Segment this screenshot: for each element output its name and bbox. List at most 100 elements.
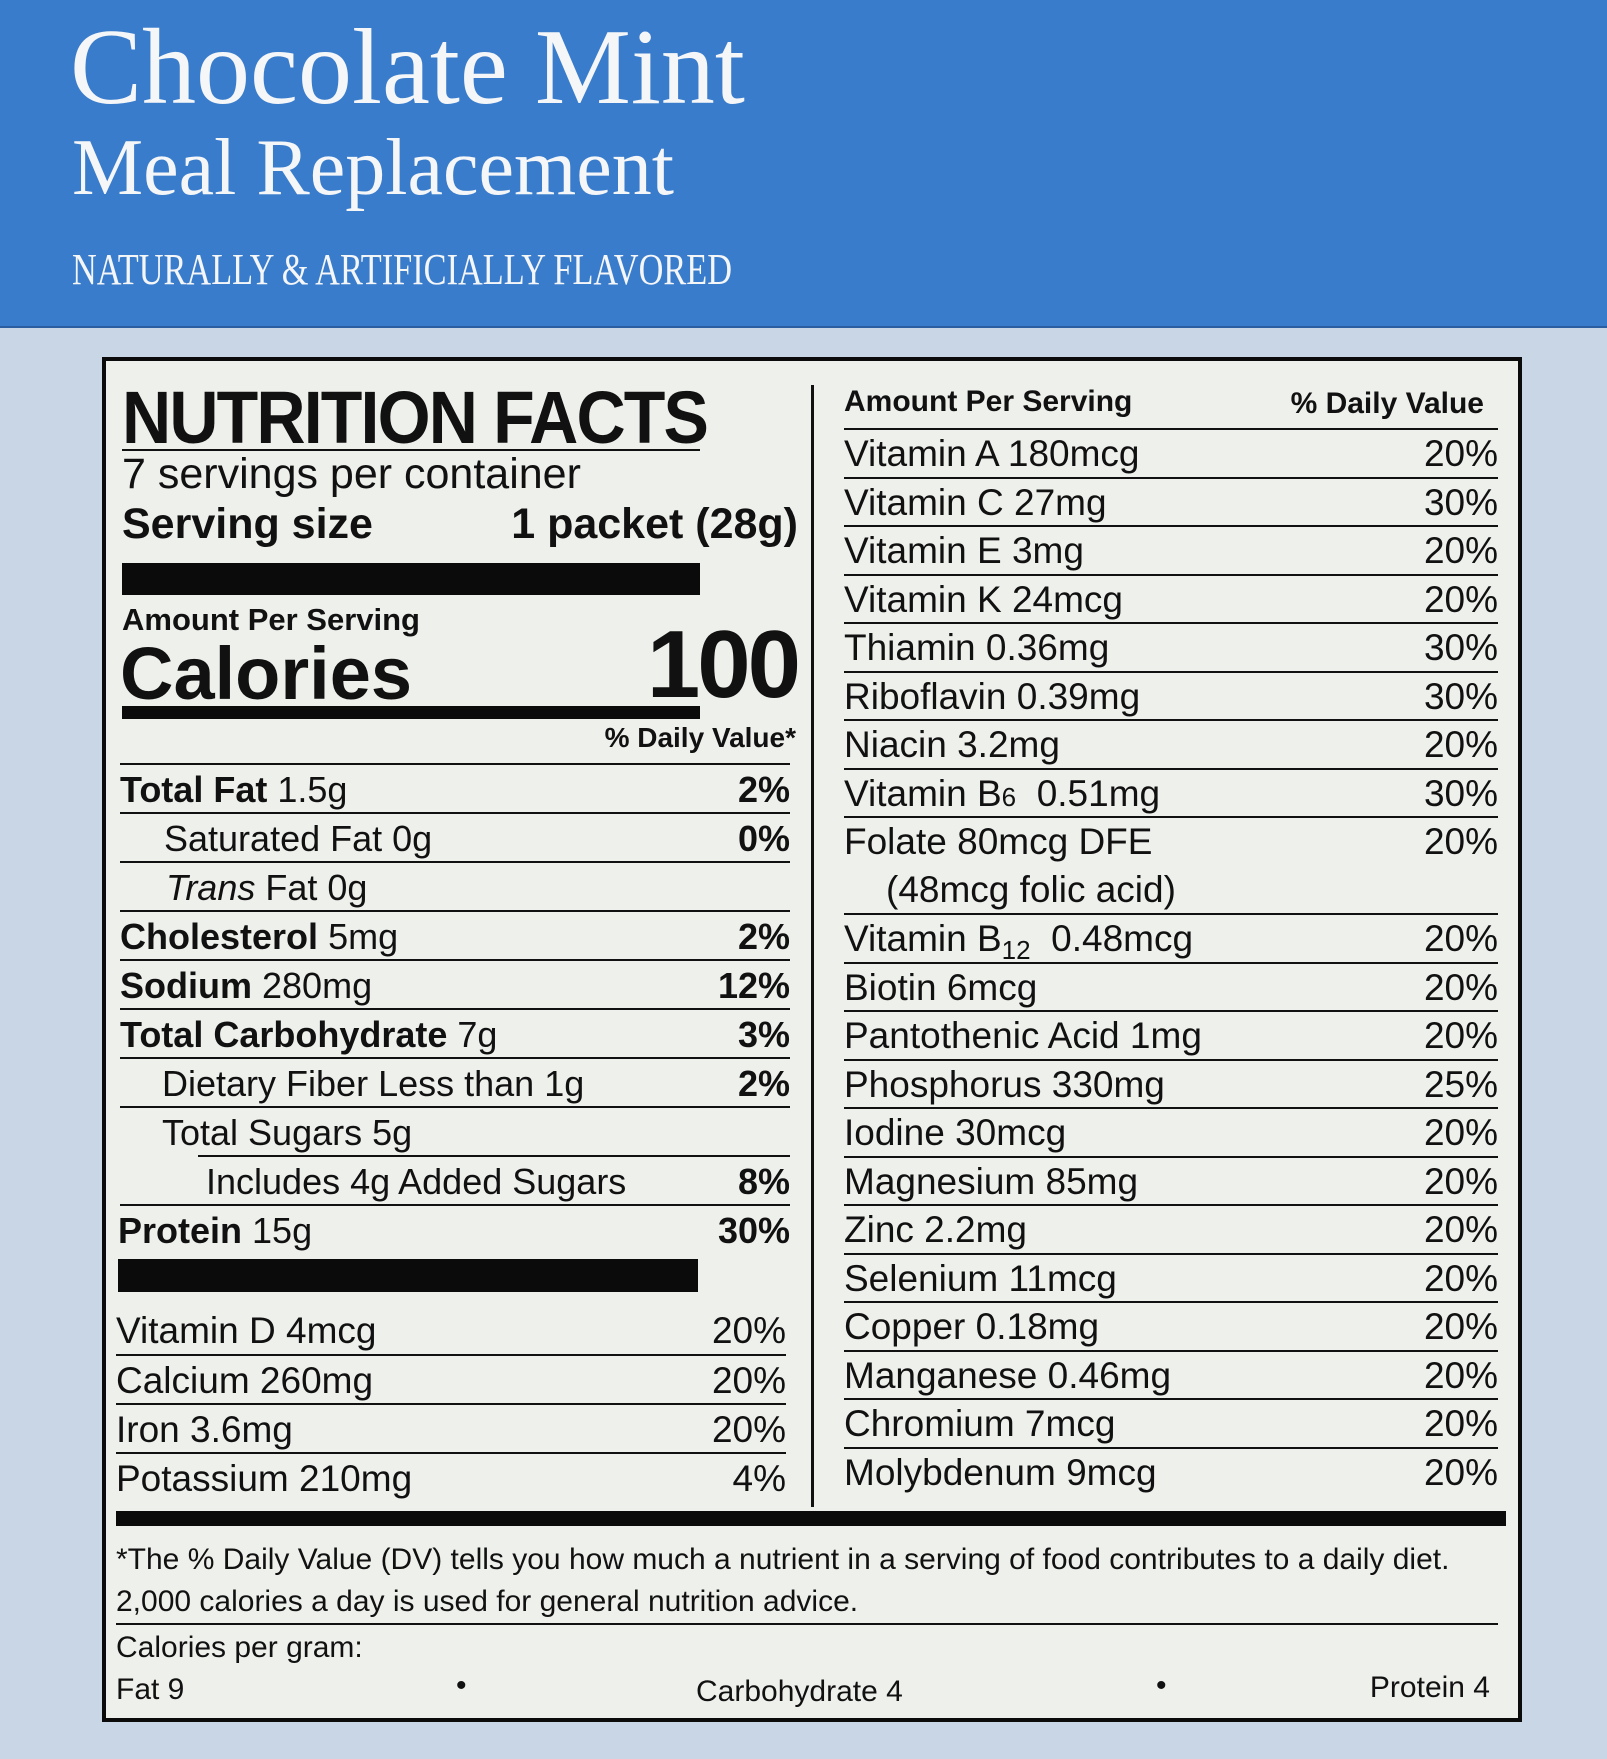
vitamin-row: Molybdenum 9mcg 20% — [844, 1446, 1498, 1498]
divider — [122, 449, 700, 451]
vitamin-row-vitamin-d: Vitamin D 4mcg 20% — [116, 1307, 786, 1355]
vitamin-amount: 0.51mg — [1016, 772, 1161, 814]
right-amount-per-serving: Amount Per Serving — [844, 385, 1133, 418]
daily-value-header: % Daily Value* — [604, 722, 796, 753]
nutrient-amount: 7g — [457, 1014, 498, 1055]
serving-size-value: 1 packet (28g) — [511, 500, 798, 548]
column-divider — [811, 385, 814, 1507]
nutrient-amount: 15g — [252, 1210, 313, 1251]
vitamin-dv: 30% — [1423, 675, 1498, 717]
vitamin-label-note: (48mcg folic acid) — [886, 869, 1176, 910]
thick-divider-bar — [118, 1259, 698, 1292]
vitamin-row: Vitamin A 180mcg 20% — [844, 428, 1498, 479]
vitamin-row: Manganese 0.46mg 20% — [844, 1349, 1498, 1401]
flavor-note: NATURALLY & ARTIFICIALLY FLAVORED — [72, 245, 732, 294]
vitamin-label: Vitamin B — [844, 772, 1002, 814]
vitamin-dv: 20% — [1423, 918, 1498, 959]
vitamin-row: Vitamin E 3mg 20% — [844, 525, 1498, 576]
vitamin-label: Vitamin K 24mcg — [844, 578, 1123, 620]
vitamin-row: Zinc 2.2mg 20% — [844, 1204, 1498, 1255]
vitamin-dv: 20% — [711, 1310, 786, 1351]
divider — [198, 1155, 790, 1157]
nutrient-row-dietary-fiber: Dietary Fiber Less than 1g 2% — [120, 1057, 790, 1108]
nutrient-name: Total Fat — [120, 769, 268, 810]
serving-size-label: Serving size — [122, 500, 373, 548]
vitamin-dv: 20% — [1423, 1306, 1498, 1347]
nutrient-row-cholesterol: Cholesterol 5mg 2% — [120, 910, 790, 961]
nutrient-amount: 280mg — [262, 965, 373, 1006]
nutrient-amount: Less than 1g — [378, 1063, 585, 1104]
nutrient-row-total-carbohydrate: Total Carbohydrate 7g 3% — [120, 1008, 790, 1059]
vitamin-dv: 20% — [1423, 724, 1498, 765]
vitamin-dv: 20% — [1423, 433, 1498, 474]
vitamin-dv: 20% — [1423, 578, 1498, 620]
vitamin-label: Magnesium 85mg — [844, 1160, 1139, 1202]
vitamin-label: Zinc 2.2mg — [844, 1209, 1028, 1250]
nutrient-dv: 8% — [737, 1161, 790, 1202]
vitamin-label: Potassium 210mg — [116, 1458, 413, 1499]
vitamin-dv: 20% — [1423, 1015, 1498, 1056]
nutrient-dv: 0% — [737, 818, 790, 859]
vitamin-label: Riboflavin 0.39mg — [844, 675, 1141, 717]
vitamin-label: Vitamin D 4mcg — [116, 1310, 377, 1351]
nutrient-dv: 3% — [737, 1014, 790, 1055]
calories-per-gram-protein: Protein 4 — [1369, 1671, 1490, 1704]
calories-value: 100 — [646, 611, 801, 718]
bullet-separator: • — [1156, 1669, 1167, 1702]
vitamin-dv: 20% — [1423, 966, 1498, 1008]
vitamin-dv: 30% — [1423, 481, 1498, 523]
vitamin-label: Folate 80mcg DFE — [844, 821, 1153, 862]
vitamin-row: Niacin 3.2mg 20% — [844, 719, 1498, 770]
vitamin-row: Vitamin B6 0.51mg 30% — [844, 767, 1498, 819]
calories-per-gram-title: Calories per gram: — [116, 1631, 363, 1664]
vitamin-row-folate: Folate 80mcg DFE (48mcg folic acid) 20% — [844, 816, 1498, 915]
vitamin-label: Iron 3.6mg — [116, 1409, 293, 1450]
vitamin-row: Vitamin K 24mcg 20% — [844, 573, 1498, 625]
nutrient-name: Fat — [265, 867, 318, 908]
vitamin-label: Thiamin 0.36mg — [844, 627, 1110, 668]
vitamin-label: Iodine 30mcg — [844, 1112, 1067, 1153]
nutrient-amount: 1.5g — [277, 769, 348, 810]
nutrient-dv: 30% — [717, 1210, 790, 1251]
vitamin-dv: 4% — [732, 1458, 786, 1499]
vitamin-row: Chromium 7mcg 20% — [844, 1398, 1498, 1449]
vitamin-label: Molybdenum 9mcg — [844, 1451, 1157, 1493]
bullet-separator: • — [456, 1669, 467, 1702]
vitamin-label: Vitamin C 27mg — [844, 481, 1107, 523]
vitamin-row: Vitamin B12 0.48mcg 20% — [844, 913, 1498, 965]
nutrient-name: Protein — [118, 1210, 243, 1251]
vitamin-label: Manganese 0.46mg — [844, 1354, 1172, 1396]
nutrient-row-saturated-fat: Saturated Fat 0g 0% — [120, 812, 790, 863]
nutrient-row-added-sugars: Includes 4g Added Sugars 8% — [120, 1158, 790, 1206]
nutrient-amount: 5mg — [328, 916, 399, 957]
vitamin-row: Pantothenic Acid 1mg 20% — [844, 1010, 1498, 1061]
product-title: Chocolate Mint — [70, 8, 745, 127]
vitamin-dv: 20% — [1423, 1257, 1498, 1299]
vitamin-row: Iodine 30mcg 20% — [844, 1107, 1498, 1158]
vitamin-label: Calcium 260mg — [116, 1360, 374, 1401]
right-daily-value-header: % Daily Value — [1290, 387, 1484, 420]
daily-value-footnote: *The % Daily Value (DV) tells you how mu… — [116, 1543, 1450, 1618]
vitamin-dv: 20% — [1423, 1160, 1498, 1202]
vitamin-dv: 20% — [1423, 821, 1498, 862]
thick-divider-bar — [116, 1511, 1506, 1526]
nutrition-facts-panel: NUTRITION FACTS 7 servings per container… — [102, 357, 1522, 1722]
vitamin-label: Biotin 6mcg — [844, 966, 1038, 1008]
calories-label: Calories — [120, 632, 413, 715]
nutrient-name: Total Sugars — [162, 1112, 363, 1153]
nutrient-name: Includes 4g Added Sugars — [206, 1161, 627, 1202]
vitamin-label: Vitamin E 3mg — [844, 530, 1084, 571]
vitamin-row-calcium: Calcium 260mg 20% — [116, 1354, 786, 1405]
vitamin-row: Magnesium 85mg 20% — [844, 1155, 1498, 1207]
nutrient-name: Saturated Fat — [164, 818, 383, 859]
vitamin-dv: 20% — [1423, 1209, 1498, 1250]
vitamin-dv: 20% — [1423, 1451, 1498, 1493]
amount-per-serving-label: Amount Per Serving — [122, 602, 420, 637]
product-subtitle: Meal Replacement — [72, 124, 674, 212]
vitamin-subscript: 6 — [1001, 781, 1017, 812]
vitamin-amount: 0.48mcg — [1030, 918, 1194, 959]
product-header: Chocolate Mint Meal Replacement NATURALL… — [0, 0, 1607, 328]
nutrient-dv: 12% — [717, 965, 790, 1006]
vitamin-label: Vitamin A 180mcg — [844, 433, 1140, 474]
servings-per-container: 7 servings per container — [122, 450, 581, 498]
